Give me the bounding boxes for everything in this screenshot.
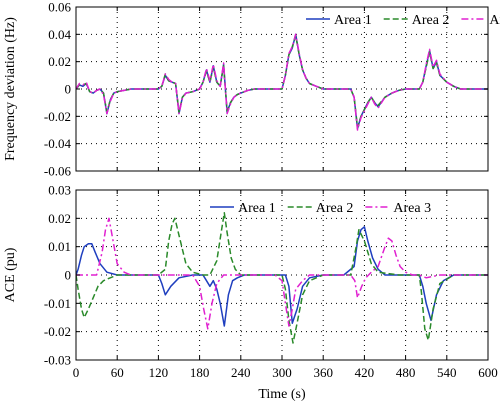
y-tick-label: 0 — [65, 268, 72, 283]
legend-label: Area 1 — [238, 201, 276, 216]
x-tick-label: 180 — [190, 365, 210, 380]
x-tick-label: 600 — [478, 365, 498, 380]
y-tick-label: 0.02 — [48, 211, 71, 226]
legend-label: Area 1 — [334, 13, 372, 28]
y-tick-label: 0.04 — [48, 27, 71, 42]
y-tick-label: 0.06 — [48, 0, 71, 15]
ace-panel: 0 60 120 180 240 300 360 420 480 540 600 -0.03 -0.02… — [3, 183, 498, 403]
x-tick-label: 0 — [73, 365, 80, 380]
x-tick-label: 360 — [313, 365, 333, 380]
series-line-area-3 — [76, 33, 488, 131]
series-line-area-1 — [76, 33, 488, 130]
y-tick-label: -0.01 — [44, 296, 71, 311]
x-tick-label: 60 — [111, 365, 124, 380]
x-tick-label: 240 — [231, 365, 251, 380]
y-tick-label: 0.03 — [48, 183, 71, 198]
y-tick-label: 0.01 — [48, 239, 71, 254]
x-tick-label: 540 — [437, 365, 457, 380]
x-tick-label: 420 — [355, 365, 375, 380]
x-tick-label: 480 — [396, 365, 416, 380]
frequency-deviation-panel: -0.06 -0.04 -0.02 0 0.02 0.04 0.06 Frequency de… — [3, 0, 500, 179]
x-tick-label: 300 — [272, 365, 292, 380]
legend-label: Area 2 — [316, 201, 354, 216]
legend: Area 1 Area 2 Area 3 — [210, 201, 431, 216]
legend-label: Area 2 — [412, 13, 450, 28]
legend-label: Area 3 — [489, 13, 500, 28]
series-line-area-2 — [76, 34, 488, 129]
y-tick-label: 0.02 — [48, 54, 71, 69]
x-axis-title: Time (s) — [258, 387, 306, 402]
legend: Area 1 Area 2 Area 3 — [306, 13, 500, 28]
y-tick-label: -0.04 — [44, 136, 72, 151]
y-tick-label: -0.02 — [44, 324, 71, 339]
y-tick-label: -0.06 — [44, 164, 72, 179]
y-tick-label: -0.02 — [44, 109, 71, 124]
y-axis-title: ACE (pu) — [3, 247, 18, 302]
series-line-area-3 — [76, 217, 488, 330]
y-axis-title: Frequency deviation (Hz) — [3, 17, 18, 161]
y-tick-label: 0 — [65, 82, 72, 97]
legend-label: Area 3 — [393, 201, 431, 216]
y-tick-label: -0.03 — [44, 353, 71, 368]
x-tick-label: 120 — [149, 365, 169, 380]
